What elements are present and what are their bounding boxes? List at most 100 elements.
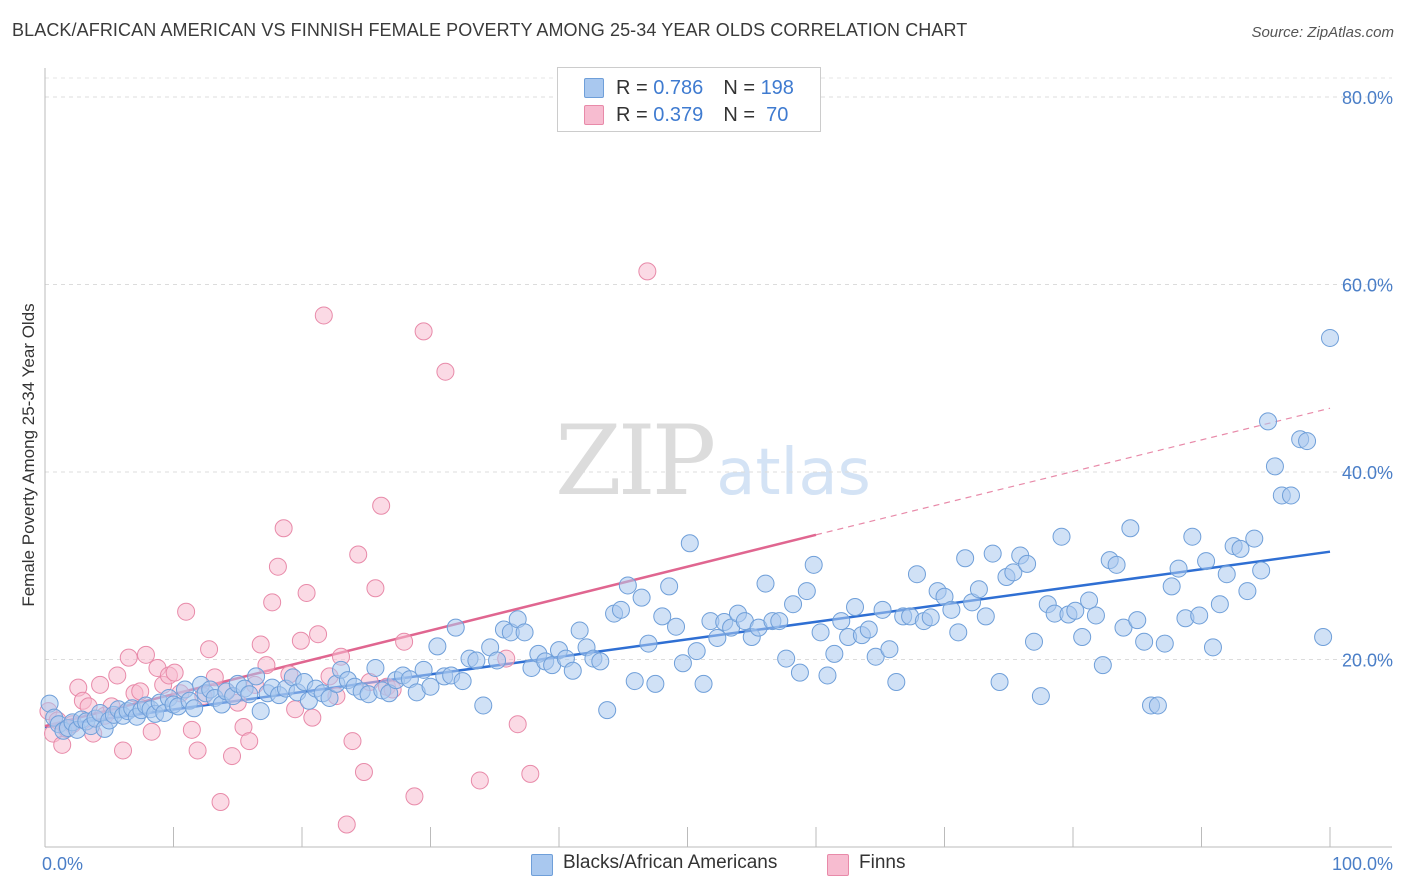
legend-r-value: 0.786 (653, 77, 704, 99)
blacks-point (247, 667, 266, 686)
blacks-point (1265, 457, 1284, 476)
blacks-point (474, 696, 493, 715)
blacks-point (1321, 328, 1339, 347)
blacks-point (488, 651, 507, 670)
blacks-point (653, 607, 672, 626)
blacks-point (1197, 552, 1216, 571)
blacks-point (453, 672, 472, 691)
blacks-point (983, 544, 1002, 563)
finns-trend-extension (815, 407, 1331, 536)
finns-point (470, 771, 489, 790)
finns-point (349, 545, 368, 564)
blacks-point (1259, 412, 1278, 431)
blacks-point (251, 702, 270, 721)
finns-point (337, 815, 356, 834)
finns-point (223, 747, 242, 766)
finns-points (39, 262, 657, 834)
finns-point (414, 322, 433, 341)
blacks-point (1107, 555, 1126, 574)
bottom-legend-label-finns: Finns (859, 852, 906, 873)
x-tick-label: 0.0% (42, 854, 83, 874)
blacks-point (1148, 696, 1167, 715)
blacks-point (1217, 565, 1236, 584)
blacks-point (673, 654, 692, 673)
blacks-point (1121, 519, 1140, 538)
legend-swatch-pink (584, 105, 604, 125)
finns-point (91, 675, 110, 694)
blacks-points (40, 328, 1339, 740)
finns-point (211, 793, 230, 811)
blacks-point (825, 644, 844, 663)
blacks-point (1080, 591, 1099, 610)
blacks-point (1231, 539, 1250, 558)
finns-point (291, 631, 310, 650)
finns-point (303, 708, 322, 727)
blacks-point (1031, 687, 1050, 706)
blacks-point (976, 607, 995, 626)
legend-r-value: 0.379 (653, 104, 704, 126)
finns-point (521, 764, 540, 783)
blacks-point (1073, 628, 1092, 646)
blacks-point (414, 660, 433, 679)
blacks-point (770, 612, 789, 631)
bottom-legend-label-blacks: Blacks/African Americans (563, 852, 778, 873)
blacks-trend-line (44, 550, 1331, 729)
blacks-point (591, 652, 610, 671)
finns-point (188, 741, 207, 760)
finns-point (274, 519, 293, 538)
blacks-point (618, 576, 637, 595)
finns-point (136, 645, 155, 664)
finns-point (182, 720, 201, 739)
legend-n-value: 198 (760, 77, 794, 99)
legend-row-finns: R = 0.379 N = 70 (558, 101, 820, 129)
blacks-point (240, 685, 259, 704)
finns-point (119, 648, 138, 667)
bottom-legend-swatch-pink (827, 854, 849, 876)
blacks-point (949, 623, 968, 642)
blacks-point (1052, 527, 1071, 546)
blacks-point (1093, 656, 1112, 675)
blacks-point (790, 663, 809, 682)
blacks-point (846, 598, 865, 616)
blacks-point (1245, 529, 1264, 548)
blacks-point (797, 582, 816, 601)
finns-point (200, 640, 219, 659)
gridlines (45, 77, 1392, 660)
legend-n-label: N = (723, 104, 761, 126)
finns-point (395, 632, 414, 651)
blacks-point (756, 574, 775, 593)
blacks-point (660, 577, 679, 596)
blacks-point (1203, 638, 1222, 657)
finns-point (372, 496, 391, 515)
blacks-point (1298, 432, 1317, 451)
legend: R = 0.786 N = 198 R = 0.379 N = 70 (557, 67, 821, 132)
finns-point (405, 787, 424, 806)
blacks-point (708, 628, 727, 647)
blacks-point (942, 600, 961, 619)
blacks-point (859, 620, 878, 639)
blacks-point (866, 647, 885, 666)
blacks-point (515, 623, 534, 642)
chart-title: BLACK/AFRICAN AMERICAN VS FINNISH FEMALE… (12, 20, 968, 40)
x-tick-label: 100.0% (1332, 854, 1393, 874)
blacks-point (1252, 561, 1271, 580)
finns-point (366, 579, 385, 598)
blacks-point (446, 618, 465, 637)
blacks-point (563, 661, 582, 680)
blacks-point (1114, 618, 1133, 637)
blacks-point (185, 699, 204, 718)
blacks-point (804, 555, 823, 574)
blacks-point (632, 588, 651, 607)
blacks-point (428, 637, 447, 656)
tick-labels: 20.0% 40.0% 60.0% 80.0% 0.0% 100.0% (42, 88, 1393, 874)
blacks-point (694, 674, 713, 693)
legend-r-label: R = (616, 77, 654, 99)
finns-point (268, 557, 287, 576)
y-tick-label: 80.0% (1342, 88, 1393, 108)
blacks-point (921, 608, 940, 627)
blacks-point (887, 673, 906, 691)
blacks-point (421, 677, 440, 696)
finns-point (508, 715, 527, 734)
y-tick-label: 40.0% (1342, 463, 1393, 483)
